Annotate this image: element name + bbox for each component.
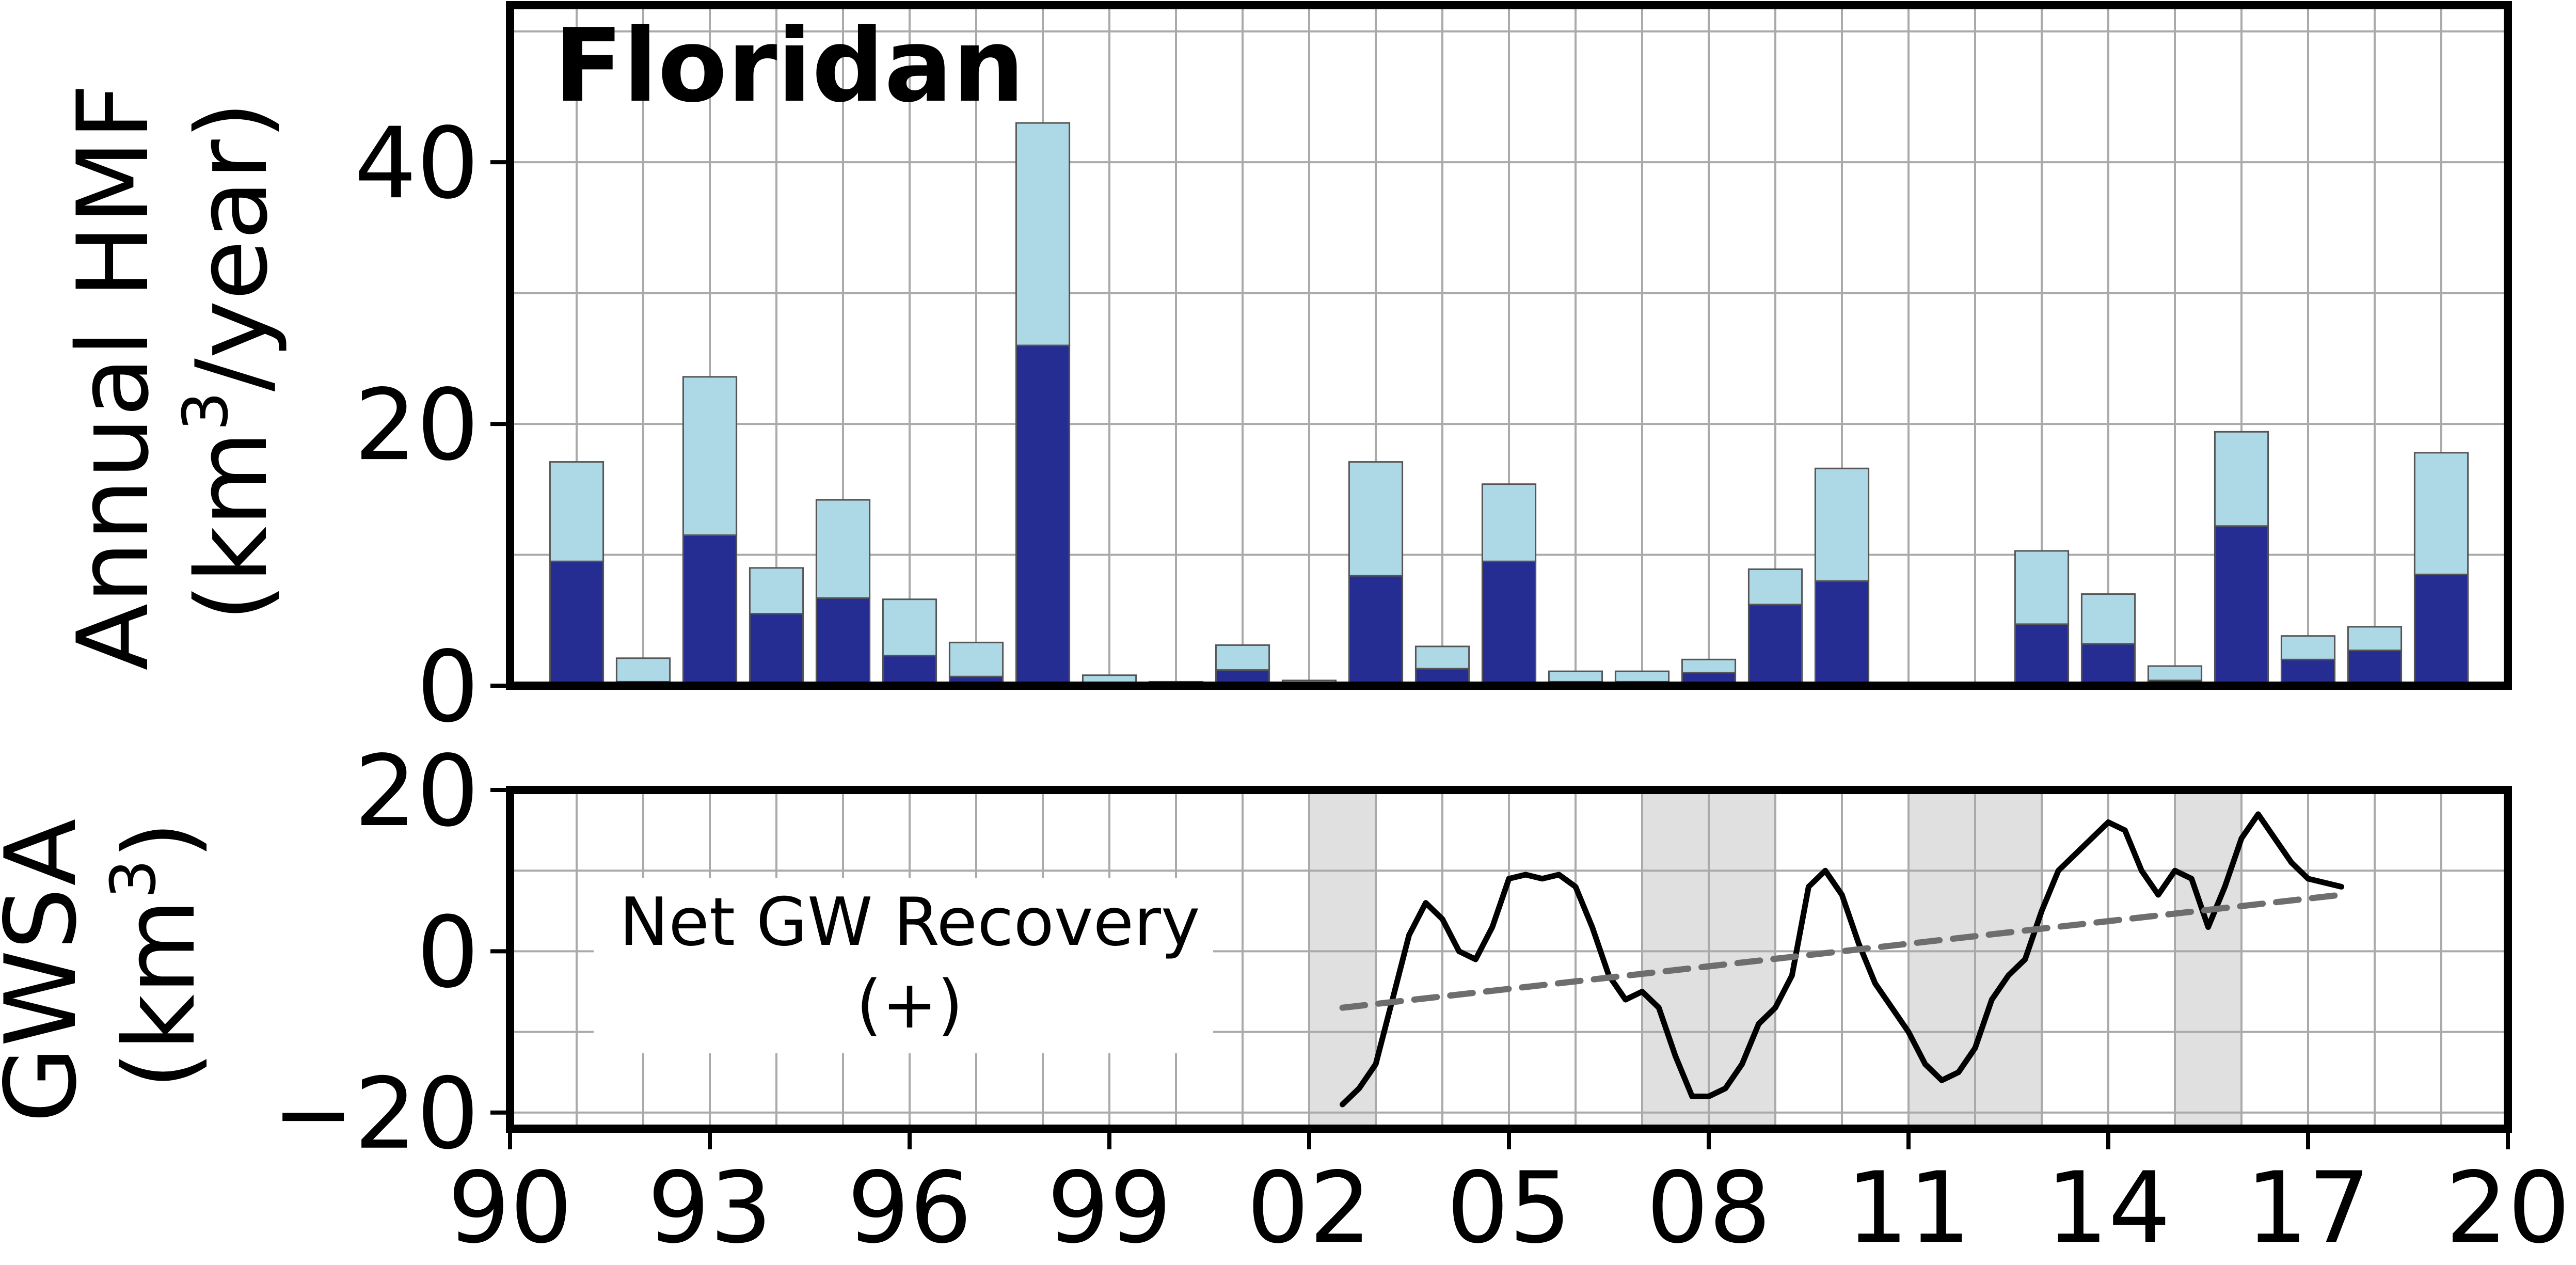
shaded-period-0	[1309, 790, 1376, 1129]
bar-2019-s0	[2413, 574, 2469, 687]
gwsa-y-axis-label-line1: GWSA	[0, 819, 98, 1123]
gwsa-trend-line	[1339, 892, 2345, 1011]
bar-1996-s0	[882, 655, 937, 687]
gwsa-xtick-label-5: 05	[1446, 1151, 1571, 1263]
gwsa-annotation: Net GW Recovery (+)	[594, 878, 1213, 1053]
gwsa-xtick-label-7: 11	[1846, 1151, 1971, 1263]
hmf-y-axis-label-line2-prefix: (km	[175, 431, 289, 622]
bar-2008-s1	[1681, 658, 1737, 674]
hmf-frame	[506, 1, 2512, 690]
gwsa-y-axis-label: GWSA (km3)	[0, 787, 217, 1123]
gwsa-y-ticks: −20 0 20	[272, 734, 510, 1171]
bar-1991-s1	[549, 461, 605, 562]
bar-2017-s1	[2280, 635, 2336, 660]
bar-2010-s0	[1814, 580, 1870, 687]
bar-1998-s0	[1015, 344, 1071, 687]
hmf-y-axis-label-line2-suffix: /year)	[175, 101, 289, 391]
gwsa-xtick-label-10: 20	[2445, 1151, 2570, 1263]
bar-2005-s0	[1481, 560, 1537, 687]
gwsa-y-axis-label-line2-prefix: (km	[103, 899, 217, 1089]
bar-2014-s0	[2080, 643, 2136, 687]
bar-1992-s1	[615, 657, 671, 683]
bar-2009-s0	[1747, 604, 1803, 687]
bar-2018-s1	[2347, 626, 2403, 652]
hmf-y-axis-label: Annual HMF (km3/year)	[56, 52, 289, 670]
hmf-panel: Floridan 0 20 40 Annual HMF (km3/year)	[56, 1, 2512, 744]
bar-1994-s1	[749, 567, 804, 615]
gwsa-x-ticks: 90 93 96 99 02 05 08 11 14 17 20	[448, 1129, 2570, 1265]
gwsa-line	[1340, 811, 2344, 1108]
bar-1998-s1	[1015, 122, 1071, 346]
gwsa-y-axis-label-line2-suffix: )	[103, 821, 217, 859]
bar-2004-s1	[1414, 645, 1470, 670]
gwsa-xtick-label-9: 17	[2246, 1151, 2371, 1263]
gwsa-xtick-label-4: 02	[1247, 1151, 1372, 1263]
bar-1994-s0	[749, 613, 804, 687]
hmf-y-axis-label-line1: Annual HMF	[56, 84, 170, 671]
gwsa-y-axis-label-superscript: 3	[98, 859, 170, 898]
bar-2014-s1	[2080, 593, 2136, 645]
bar-2018-s0	[2347, 650, 2403, 687]
gwsa-xtick-label-3: 99	[1047, 1151, 1172, 1263]
bar-1991-s0	[549, 560, 605, 687]
bar-2019-s1	[2413, 452, 2469, 576]
bar-1993-s0	[682, 534, 738, 687]
annotation-background	[594, 878, 1213, 1053]
bar-2005-s1	[1481, 483, 1537, 562]
bar-2015-s1	[2147, 665, 2203, 682]
hmf-ytick-label-0: 0	[417, 630, 479, 744]
bar-2007-s1	[1614, 670, 1670, 683]
bar-1995-s0	[815, 597, 871, 687]
bar-2006-s1	[1548, 670, 1603, 683]
bar-1996-s1	[882, 598, 937, 657]
bar-1995-s1	[815, 499, 871, 599]
hmf-title: Floridan	[554, 7, 1025, 125]
bar-2009-s1	[1747, 568, 1803, 606]
gwsa-xtick-label-8: 14	[2046, 1151, 2171, 1263]
gwsa-xtick-label-0: 90	[448, 1151, 573, 1263]
gwsa-ytick-label-0: −20	[272, 1057, 479, 1171]
hmf-y-ticks: 0 20 40	[354, 106, 510, 744]
gwsa-lines	[1339, 811, 2345, 1108]
bar-1997-s1	[948, 641, 1004, 677]
gwsa-ytick-label-2: 20	[354, 734, 479, 848]
bar-2010-s1	[1814, 467, 1870, 582]
hmf-y-axis-label-superscript: 3	[170, 391, 242, 431]
gwsa-xtick-label-2: 96	[847, 1151, 972, 1263]
gwsa-ytick-label-1: 0	[417, 895, 479, 1009]
annotation-line2: (+)	[856, 967, 963, 1043]
bar-2013-s0	[2014, 623, 2070, 687]
bar-2003-s1	[1348, 461, 1404, 577]
hmf-ytick-label-20: 20	[354, 368, 479, 482]
bar-2003-s0	[1348, 575, 1404, 687]
bar-2013-s1	[2014, 550, 2070, 625]
hmf-ytick-label-40: 40	[354, 106, 479, 220]
gwsa-xtick-label-1: 93	[647, 1151, 772, 1263]
gwsa-panel: Net GW Recovery (+) −20 0 20 90 93 96 99 02 05 0…	[0, 734, 2570, 1265]
shaded-period-3	[2175, 790, 2241, 1129]
bar-2016-s0	[2214, 525, 2269, 687]
bar-1993-s1	[682, 376, 738, 536]
annotation-line1: Net GW Recovery	[619, 884, 1200, 961]
gwsa-xtick-label-6: 08	[1646, 1151, 1771, 1263]
bar-2016-s1	[2214, 431, 2269, 527]
bar-2001-s1	[1215, 644, 1270, 671]
